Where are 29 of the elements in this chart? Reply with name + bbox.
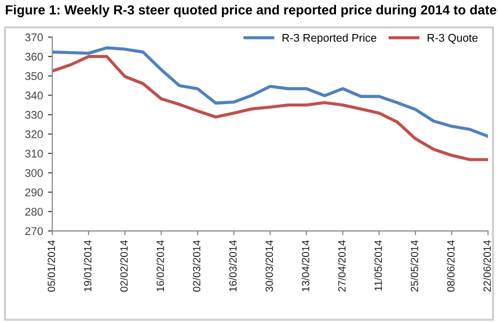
x-tick-label: 02/03/2014 xyxy=(192,240,200,292)
x-tick-label: 19/01/2014 xyxy=(84,240,92,292)
y-tick-label: 310 xyxy=(25,150,43,158)
y-tick-label: 330 xyxy=(25,110,43,119)
y-tick-label: 360 xyxy=(25,52,43,61)
x-tick-label: 11/05/2014 xyxy=(374,240,382,291)
line-series xyxy=(52,54,488,162)
legend-label: R-3 Quote xyxy=(428,34,478,44)
x-tick-label: 16/02/2014 xyxy=(156,240,164,292)
chart-title: Figure 1: Weekly R-3 steer quoted price and reported price during 2014 to date xyxy=(6,4,496,18)
x-tick-label: 05/01/2014 xyxy=(47,240,56,292)
y-tick-label: 270 xyxy=(25,227,43,236)
y-tick-label: 280 xyxy=(25,208,43,216)
x-tick-label: 22/06/2014 xyxy=(483,240,491,292)
x-tick-label: 08/06/2014 xyxy=(446,240,455,292)
y-tick-label: 340 xyxy=(25,92,43,100)
x-tick-label: 27/04/2014 xyxy=(338,240,346,292)
legend-label: R-3 Reported Price xyxy=(282,34,376,44)
x-tick-label: 16/03/2014 xyxy=(228,240,237,292)
x-tick-label: 25/05/2014 xyxy=(410,240,418,292)
y-tick-label: 300 xyxy=(25,169,43,177)
y-tick-label: 320 xyxy=(25,130,43,138)
y-tick-label: 350 xyxy=(25,72,43,80)
x-tick-label: 30/03/2014 xyxy=(265,240,273,292)
y-tick-label: 290 xyxy=(25,188,43,196)
x-tick-label: 13/04/2014 xyxy=(302,240,310,292)
y-tick-label: 370 xyxy=(25,33,43,42)
x-tick-label: 02/02/2014 xyxy=(120,240,128,292)
line-series xyxy=(52,46,488,138)
